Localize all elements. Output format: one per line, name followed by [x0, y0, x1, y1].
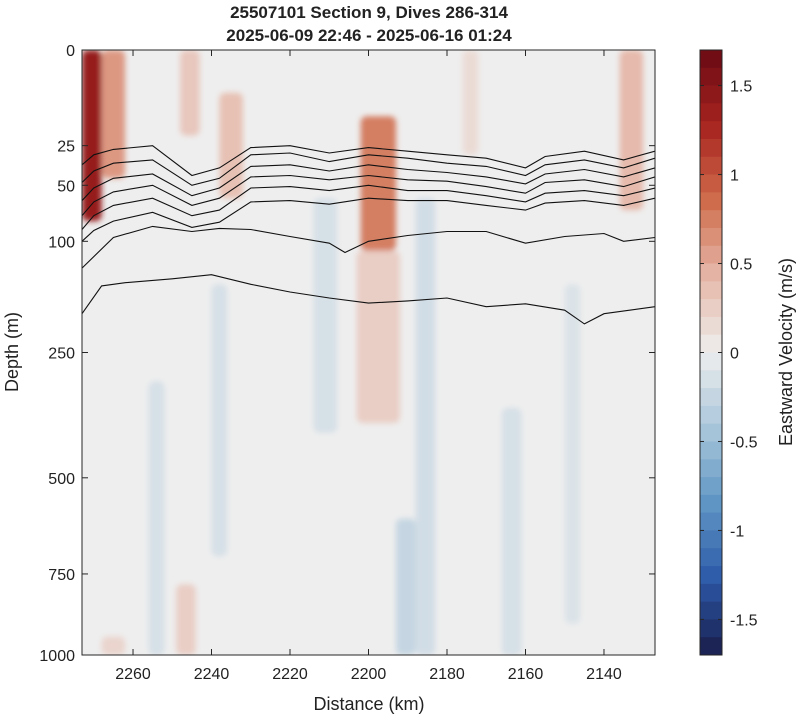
- colorbar-band: [700, 210, 722, 229]
- colorbar-band: [700, 441, 722, 460]
- colorbar-band: [700, 405, 722, 425]
- colorbar-band: [700, 512, 722, 531]
- velocity-patch: [313, 198, 338, 433]
- colorbar-band: [700, 370, 722, 389]
- x-tick-label: 2140: [586, 666, 622, 683]
- colorbar-band: [700, 138, 722, 158]
- colorbar-tick-label: -1.5: [730, 612, 758, 629]
- colorbar-band: [700, 245, 722, 264]
- colorbar-band: [700, 548, 722, 567]
- colorbar-band: [700, 619, 722, 638]
- colorbar-band: [700, 637, 722, 656]
- colorbar-band: [700, 388, 722, 407]
- velocity-patch: [501, 407, 522, 655]
- y-axis: 0 25 50 100 250 500 750 1000: [39, 43, 655, 665]
- x-tick-label: 2260: [115, 666, 151, 683]
- colorbar-band: [700, 601, 722, 620]
- velocity-patch: [176, 584, 196, 655]
- colorbar-tick-label: 1: [730, 168, 739, 185]
- colorbar-band: [700, 477, 722, 496]
- velocity-field: [82, 50, 644, 655]
- colorbar-tick-label: -1: [730, 523, 744, 540]
- colorbar-tick-label: 1.5: [730, 79, 752, 96]
- colorbar-band: [700, 85, 722, 104]
- velocity-patch: [564, 284, 581, 624]
- colorbar-tick-label: -0.5: [730, 434, 758, 451]
- colorbar-band: [700, 334, 722, 353]
- y-tick-label: 250: [48, 346, 75, 363]
- velocity-patch: [148, 381, 165, 655]
- colorbar-band: [700, 263, 722, 282]
- y-axis-label: Depth (m): [2, 312, 22, 392]
- colorbar-band: [700, 566, 722, 585]
- colorbar-band: [700, 227, 722, 247]
- velocity-patch: [211, 284, 228, 557]
- velocity-patch: [180, 50, 200, 136]
- x-tick-label: 2240: [194, 666, 230, 683]
- velocity-patch: [396, 518, 416, 655]
- colorbar-tick-label: 0: [730, 346, 739, 363]
- contour-line: [82, 197, 655, 242]
- x-axis-label: Distance (km): [313, 694, 424, 714]
- colorbar-band: [700, 459, 722, 478]
- contour-line: [82, 152, 655, 186]
- x-tick-label: 2180: [429, 666, 465, 683]
- x-tick-label: 2160: [508, 666, 544, 683]
- colorbar-band: [700, 316, 722, 336]
- colorbar-band: [700, 530, 722, 549]
- x-tick-label: 2200: [351, 666, 387, 683]
- velocity-patch: [219, 92, 243, 199]
- colorbar-band: [700, 192, 722, 211]
- contour-line: [82, 184, 655, 230]
- colorbar-band: [700, 281, 722, 300]
- x-tick-label: 2220: [272, 666, 308, 683]
- contour-line: [82, 274, 655, 325]
- velocity-patch: [82, 50, 102, 222]
- x-axis: 2260 2240 2220 2200 2180 2160 2140: [115, 50, 622, 683]
- y-tick-label: 0: [66, 43, 75, 60]
- chart-title: 25507101 Section 9, Dives 286-314: [230, 3, 508, 22]
- colorbar-label: Eastward Velocity (m/s): [776, 258, 796, 446]
- contour-line: [82, 164, 655, 201]
- colorbar: 1.5 1 0.5 0 -0.5 -1 -1.5: [699, 49, 758, 656]
- chart-subtitle: 2025-06-09 22:46 - 2025-06-16 01:24: [226, 26, 512, 45]
- velocity-patch: [101, 50, 126, 179]
- colorbar-band: [700, 67, 722, 86]
- contour-line: [82, 174, 655, 217]
- y-tick-label: 25: [57, 139, 75, 156]
- colorbar-band: [700, 423, 722, 442]
- velocity-patch: [462, 50, 479, 155]
- contour-line: [82, 145, 655, 177]
- colorbar-tick-label: 0.5: [730, 257, 752, 274]
- y-tick-label: 750: [48, 567, 75, 584]
- velocity-patch: [356, 250, 400, 423]
- colorbar-band: [700, 121, 722, 140]
- y-tick-label: 1000: [39, 648, 75, 665]
- colorbar-band: [700, 156, 722, 175]
- velocity-patch: [619, 50, 644, 211]
- colorbar-band: [700, 174, 722, 193]
- colorbar-band: [700, 494, 722, 514]
- contour-lines: [82, 145, 655, 325]
- colorbar-band: [700, 583, 722, 603]
- velocity-patch: [360, 116, 396, 251]
- contour-line: [82, 225, 655, 269]
- y-tick-label: 500: [48, 471, 75, 488]
- colorbar-band: [700, 50, 722, 69]
- y-tick-label: 100: [48, 234, 75, 251]
- colorbar-band: [700, 299, 722, 318]
- velocity-patch: [415, 198, 436, 655]
- colorbar-band: [700, 103, 722, 122]
- y-tick-label: 50: [57, 178, 75, 195]
- velocity-patch: [101, 636, 126, 655]
- colorbar-band: [700, 352, 722, 371]
